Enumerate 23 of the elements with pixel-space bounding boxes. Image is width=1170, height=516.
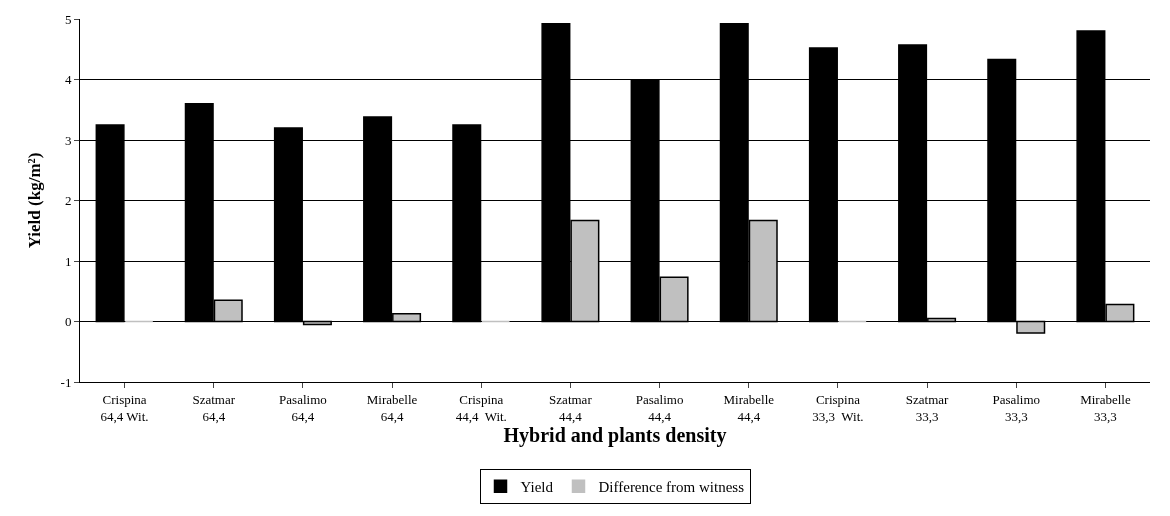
legend-label: Difference from witness	[598, 479, 745, 496]
y-tick-label: 3	[64, 132, 72, 148]
x-tick-label: Szatmar 44,4	[549, 391, 593, 424]
y-tick-label: 1	[64, 253, 72, 269]
x-tick-label: Pasalimo 64,4	[279, 391, 327, 424]
legend-label: Yield	[520, 479, 554, 496]
x-axis-title: Hybrid and plants density	[503, 423, 727, 447]
x-tick-label: Mirabelle 44,4	[723, 391, 775, 424]
y-tick-label: 5	[64, 11, 72, 27]
x-tick-label: Pasalimo 44,4	[635, 391, 684, 424]
x-tick-label: Crispina 64,4 Wit.	[100, 391, 149, 424]
y-tick-label: 0	[64, 314, 72, 330]
x-tick-label: Crispina 44,4 Wit.	[455, 391, 507, 424]
x-tick-label: Mirabelle 64,4	[366, 391, 418, 424]
x-tick-label: Szatmar 33,3	[905, 391, 950, 424]
y-tick-label: 4	[64, 72, 72, 88]
x-tick-label: Pasalimo 33,3	[992, 391, 1041, 424]
y-tick-label: 2	[64, 193, 72, 209]
y-axis-title: Yield (kg/m²)	[25, 152, 45, 249]
x-tick-label: Szatmar 64,4	[192, 391, 236, 424]
x-tick-label: Crispina 33,3 Wit.	[812, 391, 864, 424]
y-tick-label: -1	[60, 374, 72, 390]
x-tick-label: Mirabelle 33,3	[1080, 391, 1131, 424]
